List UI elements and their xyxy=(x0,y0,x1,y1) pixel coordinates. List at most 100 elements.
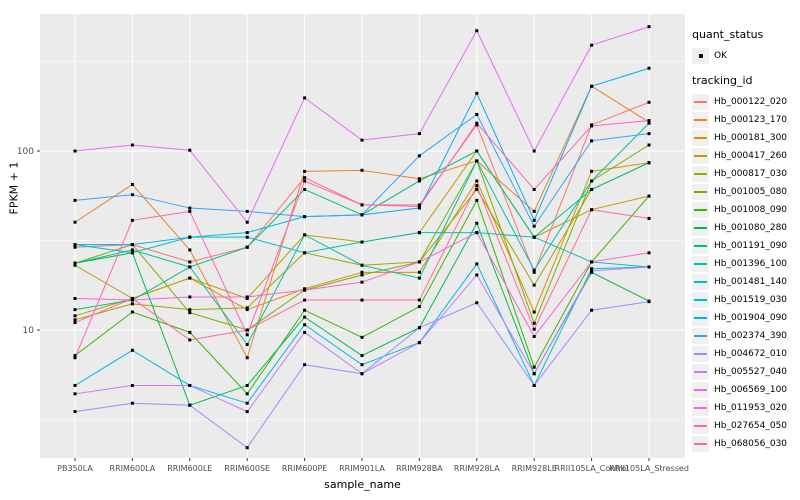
data-point xyxy=(417,298,421,302)
x-tick-label: RRIM928BA xyxy=(396,464,443,473)
y-axis-title: FPKM + 1 xyxy=(7,161,21,215)
data-point xyxy=(532,209,536,213)
legend-item-label: Hb_000817_030 xyxy=(714,168,788,179)
data-point xyxy=(303,215,307,219)
data-point xyxy=(188,308,192,312)
data-point xyxy=(188,260,192,264)
data-point xyxy=(647,132,651,136)
data-point xyxy=(303,330,307,334)
legend-key-swatch xyxy=(692,363,709,380)
data-point xyxy=(360,354,364,358)
legend-item-Hb_001191_090: Hb_001191_090 xyxy=(692,237,798,254)
data-point xyxy=(188,276,192,280)
legend-title-quant-status: quant_status xyxy=(692,28,764,41)
legend-item-Hb_001005_080: Hb_001005_080 xyxy=(692,183,798,200)
data-point xyxy=(73,149,77,153)
legend-key-swatch xyxy=(692,129,709,146)
x-tick-label: RRIM600LE xyxy=(167,464,212,473)
data-point xyxy=(303,96,307,100)
data-point xyxy=(417,326,421,330)
legend-line-icon xyxy=(694,262,707,265)
legend-item-Hb_011953_020: Hb_011953_020 xyxy=(692,399,798,416)
legend-line-icon xyxy=(694,280,707,283)
legend-key-swatch xyxy=(692,345,709,362)
x-tick-label: PB350LA xyxy=(57,464,93,473)
data-point xyxy=(475,159,479,163)
data-point xyxy=(73,354,77,358)
legend-item-Hb_001008_090: Hb_001008_090 xyxy=(692,201,798,218)
legend-item-Hb_001904_090: Hb_001904_090 xyxy=(692,309,798,326)
data-point xyxy=(73,263,77,267)
data-point xyxy=(417,276,421,280)
legend-line-icon xyxy=(694,388,707,391)
data-point xyxy=(360,335,364,339)
legend-item-label: Hb_001519_030 xyxy=(714,294,788,305)
legend-item-Hb_006569_100: Hb_006569_100 xyxy=(692,381,798,398)
legend-item-Hb_000417_260: Hb_000417_260 xyxy=(692,147,798,164)
legend-item-label: Hb_068056_030 xyxy=(714,438,788,449)
data-point xyxy=(303,251,307,255)
data-point xyxy=(245,245,249,249)
x-tick-label: RRII105LA_Control xyxy=(555,464,629,473)
data-point xyxy=(73,318,77,322)
data-point xyxy=(417,203,421,207)
data-point xyxy=(532,149,536,153)
data-point xyxy=(647,194,651,198)
data-point xyxy=(360,280,364,284)
data-point xyxy=(360,372,364,376)
data-point xyxy=(245,401,249,405)
data-point xyxy=(647,25,651,29)
legend-line-icon xyxy=(694,424,707,427)
data-point xyxy=(475,184,479,188)
legend-item-Hb_000122_020: Hb_000122_020 xyxy=(692,93,798,110)
legend-item-Hb_001519_030: Hb_001519_030 xyxy=(692,291,798,308)
data-point xyxy=(532,321,536,325)
legend-key-ok xyxy=(692,47,709,64)
legend-line-icon xyxy=(694,244,707,247)
data-point xyxy=(188,206,192,210)
legend-item-label: Hb_001005_080 xyxy=(714,186,788,197)
legend-item-Hb_001080_280: Hb_001080_280 xyxy=(692,219,798,236)
data-point xyxy=(188,383,192,387)
data-point xyxy=(360,273,364,277)
y-tick-label: 10 xyxy=(23,326,35,336)
data-point xyxy=(532,327,536,331)
legend-item-label: Hb_001396_100 xyxy=(714,258,788,269)
legend-item-label: Hb_000123_170 xyxy=(714,114,788,125)
legend-title-tracking-id: tracking_id xyxy=(692,74,753,87)
legend-key-swatch xyxy=(692,165,709,182)
data-point xyxy=(73,410,77,414)
legend-line-icon xyxy=(694,118,707,121)
x-tick-label: RRIM600PE xyxy=(282,464,328,473)
data-point xyxy=(360,363,364,367)
legend-item-label: Hb_000417_260 xyxy=(714,150,788,161)
data-point xyxy=(245,392,249,396)
legend-line-icon xyxy=(694,226,707,229)
data-point xyxy=(188,265,192,269)
data-point xyxy=(647,143,651,147)
data-point xyxy=(73,308,77,312)
data-point xyxy=(73,356,77,360)
legend-item-Hb_001396_100: Hb_001396_100 xyxy=(692,255,798,272)
x-tick-label: RRIM600LA xyxy=(110,464,156,473)
legend-line-icon xyxy=(694,208,707,211)
data-point xyxy=(245,410,249,414)
data-point xyxy=(188,330,192,334)
data-point xyxy=(303,169,307,173)
data-point xyxy=(475,29,479,33)
data-point xyxy=(475,123,479,127)
legend-key-swatch xyxy=(692,183,709,200)
data-point xyxy=(360,270,364,274)
data-point xyxy=(188,338,192,342)
data-point xyxy=(647,161,651,165)
data-point xyxy=(73,321,77,325)
data-point xyxy=(475,262,479,266)
legend-line-icon xyxy=(694,370,707,373)
data-point xyxy=(130,251,134,255)
data-point xyxy=(130,193,134,197)
y-tick-label: 100 xyxy=(17,147,34,157)
data-point xyxy=(303,363,307,367)
data-point xyxy=(130,218,134,222)
data-point xyxy=(532,235,536,239)
x-tick-label: RRIM928LE xyxy=(512,464,557,473)
